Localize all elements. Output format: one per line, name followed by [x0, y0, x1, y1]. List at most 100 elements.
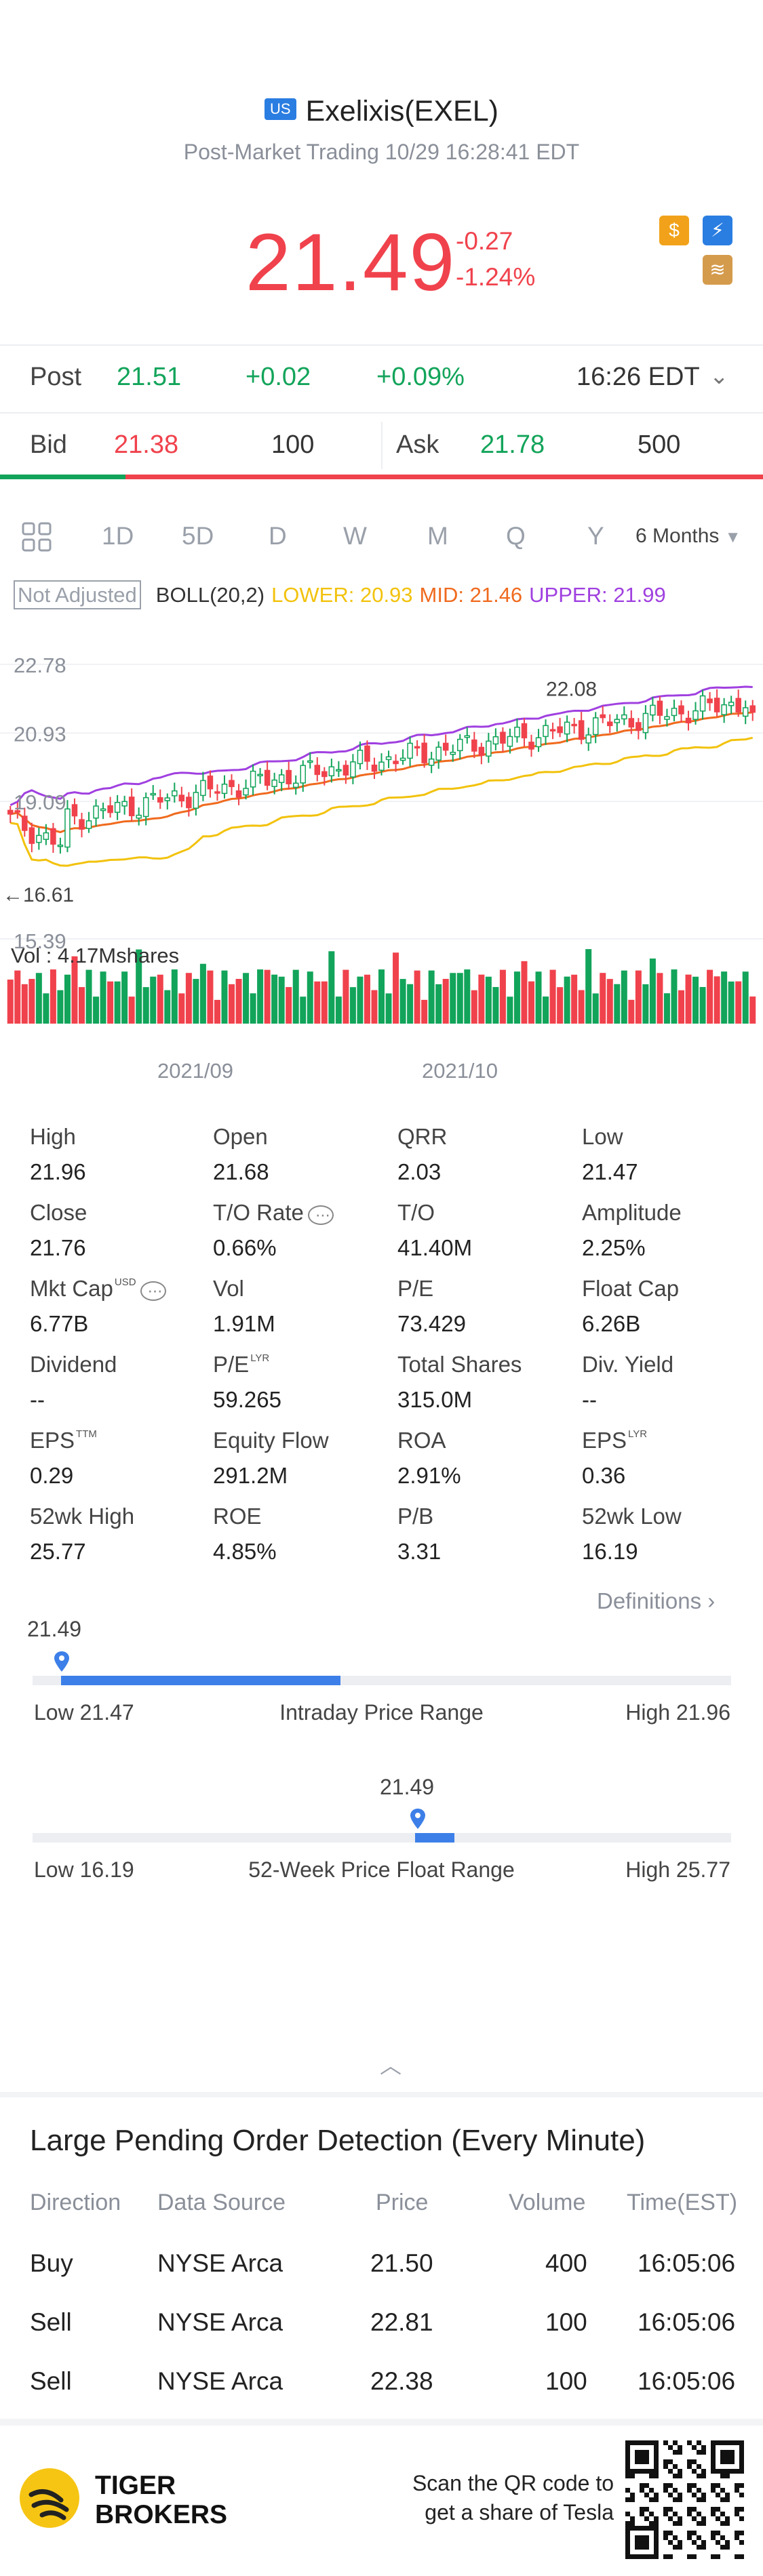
qr-module [673, 2535, 678, 2540]
pending-title: Large Pending Order Detection (Every Min… [30, 2124, 646, 2157]
stat-value: 21.96 [30, 1159, 86, 1184]
volume-bar [549, 969, 556, 1024]
volume-bar [71, 956, 78, 1024]
volume-bar [571, 974, 578, 1024]
qr-module [701, 2545, 706, 2550]
qr-module [640, 2488, 644, 2493]
volume-bar [357, 976, 364, 1024]
volume-bar [657, 973, 663, 1024]
qr-module [739, 2459, 744, 2464]
volume-bar [50, 969, 56, 1024]
volume-bar [513, 971, 520, 1024]
bid-size: 100 [271, 430, 315, 459]
candle-body [343, 765, 349, 776]
qr-module [635, 2450, 640, 2455]
stat-superscript: TTM [76, 1428, 97, 1440]
qr-module [640, 2526, 644, 2531]
volume-bar [364, 974, 370, 1024]
qr-module [625, 2464, 630, 2469]
info-icon[interactable]: ⋯ [140, 1281, 166, 1301]
candlestick-chart[interactable]: 22.78 20.93 19.09 15.39 ←16.61 22.08 Vol : 4.1… [0, 630, 763, 1091]
price-change: -0.27 [456, 227, 513, 255]
volume-bar [214, 999, 220, 1024]
volume-bar [421, 999, 428, 1024]
qr-module [711, 2531, 716, 2535]
volume-bar [335, 997, 342, 1024]
tab-m[interactable]: M [427, 522, 448, 550]
not-adjusted-toggle[interactable]: Not Adjusted [14, 580, 141, 609]
volume-bar [207, 970, 214, 1024]
qr-module [644, 2545, 649, 2550]
candle-body [393, 761, 399, 765]
stat-value: 21.68 [213, 1159, 269, 1184]
qr-module [654, 2493, 659, 2497]
qr-module [725, 2474, 730, 2478]
qr-module [678, 2545, 682, 2550]
col-source: Data Source [157, 2190, 286, 2215]
qr-module [716, 2554, 720, 2559]
tab-5d[interactable]: 5D [182, 522, 214, 550]
qr-module [644, 2507, 649, 2512]
tab-q[interactable]: Q [506, 522, 526, 550]
x-tick-label: 2021/09 [157, 1059, 233, 1083]
qr-module [630, 2554, 635, 2559]
candle-body [543, 725, 549, 738]
info-icon[interactable]: ⋯ [307, 1205, 334, 1225]
qr-module [711, 2469, 716, 2474]
candle-body [250, 770, 256, 788]
volume-bar [592, 993, 599, 1024]
qr-module [668, 2516, 673, 2521]
chevron-up-icon[interactable]: ︿ [380, 2053, 402, 2078]
volume-bar [243, 973, 250, 1024]
dollar-icon[interactable]: $ [659, 216, 689, 245]
qr-module [711, 2459, 716, 2464]
volume-bar [478, 974, 485, 1024]
qr-module [644, 2493, 649, 2497]
volume-bar [128, 997, 135, 1024]
candle-body [100, 808, 106, 811]
candle-body [107, 805, 113, 813]
stat-value: 41.40M [397, 1235, 473, 1260]
tab-1d[interactable]: 1D [102, 522, 134, 550]
grid-icon[interactable] [20, 521, 53, 553]
candle-body [93, 805, 99, 819]
qr-module [701, 2497, 706, 2502]
qr-module [673, 2450, 678, 2455]
chevron-down-icon[interactable]: ⌄ [709, 363, 729, 389]
qr-code[interactable] [625, 2440, 745, 2560]
post-time[interactable]: 16:26 EDT [576, 363, 700, 391]
candle-body [685, 717, 692, 724]
tab-y[interactable]: Y [587, 522, 604, 550]
qr-module [654, 2521, 659, 2526]
lightning-icon[interactable]: ⚡ [703, 216, 732, 245]
volume-bar [307, 971, 313, 1024]
period-select[interactable]: 6 Months ▼ [635, 525, 741, 547]
candle-body [664, 716, 670, 720]
layers-icon[interactable]: ≋ [703, 255, 732, 285]
volume-bar [713, 976, 720, 1024]
tab-w[interactable]: W [343, 522, 367, 550]
qr-module [739, 2483, 744, 2488]
volume-bar [79, 987, 85, 1024]
qr-module [668, 2445, 673, 2450]
qr-module [625, 2488, 630, 2493]
qr-module [630, 2526, 635, 2531]
candle-body [164, 797, 171, 801]
boll-upper-line [9, 685, 753, 807]
volume-bar [164, 990, 171, 1024]
qr-module [630, 2521, 635, 2526]
price-change-pct: -1.24% [456, 263, 536, 291]
qr-module [735, 2535, 739, 2540]
volume-bar [585, 949, 592, 1024]
stat-label: 52wk High [30, 1504, 135, 1529]
volume-bar [735, 981, 742, 1024]
candle-body [535, 737, 542, 748]
qr-module [725, 2521, 730, 2526]
row-direction: Sell [30, 2308, 72, 2336]
qr-module [687, 2459, 692, 2464]
tab-d[interactable]: D [269, 522, 287, 550]
qr-module [701, 2540, 706, 2545]
definitions-link[interactable]: Definitions › [597, 1588, 716, 1613]
stat-label: T/O [397, 1200, 435, 1225]
candle-body [428, 758, 435, 766]
